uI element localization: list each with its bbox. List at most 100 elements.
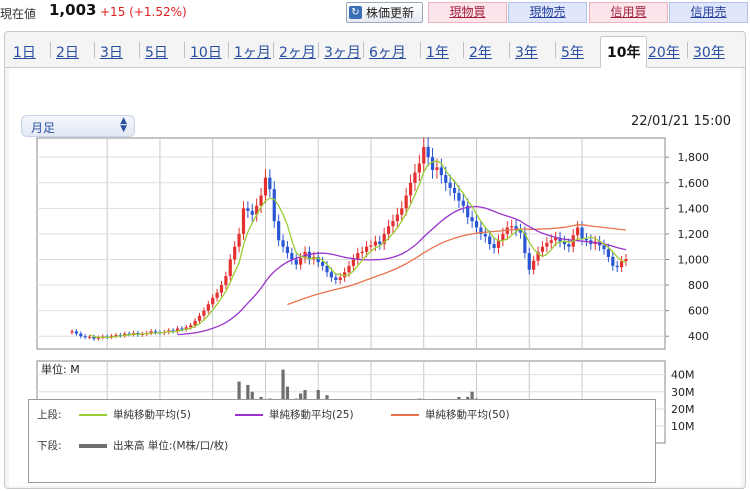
tab-3日[interactable]: 3日	[100, 45, 123, 61]
candlestick	[224, 271, 228, 290]
candlestick	[391, 214, 395, 233]
candlestick	[92, 334, 96, 341]
tab-separator	[363, 42, 364, 58]
candlestick	[549, 234, 553, 249]
tab-5日[interactable]: 5日	[145, 45, 168, 61]
candle-body	[501, 233, 505, 241]
candle-body	[237, 233, 241, 247]
candlestick	[272, 181, 276, 228]
candlestick	[197, 312, 202, 324]
candle-body	[343, 272, 347, 278]
candle-body	[624, 259, 628, 262]
candle-body	[413, 172, 417, 183]
candle-body	[92, 336, 96, 339]
tab-separator	[94, 42, 95, 58]
candlestick	[514, 219, 518, 237]
candle-body	[268, 177, 272, 190]
candlestick	[321, 257, 325, 271]
margin-buy-button[interactable]: 信用買	[589, 2, 668, 23]
spot-sell-label: 現物売	[529, 5, 566, 19]
candle-body	[466, 205, 470, 218]
tab-separator	[318, 42, 319, 58]
candle-body	[615, 265, 619, 268]
tab-1日[interactable]: 1日	[13, 45, 36, 61]
tab-separator	[273, 42, 274, 58]
candlestick	[382, 227, 386, 250]
candle-body	[329, 272, 334, 278]
price-header: 現在値 1,003 +15 (+1.52%) ↻ 株価更新 現物買 現物売 信用…	[0, 0, 750, 26]
candlestick	[457, 185, 461, 209]
margin-sell-button[interactable]: 信用売	[669, 2, 748, 23]
candle-body	[540, 246, 545, 252]
candlestick	[378, 235, 382, 250]
tab-6ヶ月[interactable]: 6ヶ月	[369, 45, 406, 61]
margin-sell-label: 信用売	[690, 5, 727, 19]
candle-body	[532, 260, 536, 270]
candle-body	[562, 241, 567, 245]
tab-separator	[50, 42, 51, 58]
tab-30年[interactable]: 30年	[693, 45, 725, 61]
candle-body	[448, 182, 452, 188]
tab-5年[interactable]: 5年	[561, 45, 584, 61]
candle-body	[281, 240, 285, 247]
candle-body	[241, 208, 246, 234]
candle-body	[184, 327, 188, 330]
candle-body	[250, 210, 254, 215]
candle-body	[558, 237, 562, 242]
candlestick	[202, 307, 206, 319]
y-tick-label: 1,600	[678, 177, 710, 190]
tab-10年[interactable]: 10年	[600, 36, 648, 68]
candlestick	[624, 253, 628, 267]
candle-body	[233, 246, 237, 260]
candlestick	[408, 174, 413, 204]
legend-upper-label: 上段:	[37, 409, 62, 421]
tab-3ヶ月[interactable]: 3ヶ月	[324, 45, 361, 61]
tab-1ヶ月[interactable]: 1ヶ月	[234, 45, 271, 61]
tab-separator	[687, 42, 688, 58]
candlestick	[70, 329, 74, 335]
tab-2ヶ月[interactable]: 2ヶ月	[279, 45, 316, 61]
candlestick	[360, 246, 364, 259]
legend-ma5-text: 単純移動平均(5)	[113, 409, 191, 421]
spot-sell-button[interactable]: 現物売	[508, 2, 587, 23]
tab-2年[interactable]: 2年	[469, 45, 492, 61]
spot-buy-button[interactable]: 現物買	[428, 2, 507, 23]
candle-body	[606, 249, 611, 257]
candlestick	[285, 241, 290, 259]
legend-ma25-line	[235, 414, 263, 416]
candle-body	[87, 336, 92, 338]
candlestick	[532, 255, 536, 275]
tab-1年[interactable]: 1年	[426, 45, 449, 61]
candlestick	[584, 233, 589, 247]
candlestick	[483, 227, 487, 243]
tab-separator	[509, 42, 510, 58]
tab-3年[interactable]: 3年	[515, 45, 538, 61]
candlestick	[404, 187, 408, 216]
candle-body	[215, 292, 219, 298]
candlestick	[268, 169, 272, 198]
candle-body	[474, 221, 479, 228]
candle-body	[580, 227, 584, 240]
candlestick	[343, 267, 347, 282]
tab-20年[interactable]: 20年	[648, 45, 680, 61]
candlestick	[369, 239, 373, 253]
candlestick	[567, 238, 571, 253]
tab-10日[interactable]: 10日	[190, 45, 222, 61]
candle-body	[277, 221, 281, 241]
period-select[interactable]: 月足 ▲ ▼	[21, 115, 135, 137]
legend-ma50-line	[391, 414, 419, 416]
margin-buy-label: 信用買	[610, 5, 647, 19]
candle-body	[202, 310, 206, 316]
candle-body	[79, 333, 83, 337]
refresh-button[interactable]: ↻ 株価更新	[346, 2, 423, 23]
candle-body	[395, 214, 399, 222]
price-change: +15 (+1.52%)	[100, 5, 187, 19]
candlestick	[79, 331, 83, 339]
candle-body	[435, 167, 439, 170]
candlestick	[435, 158, 439, 179]
legend-ma25-text: 単純移動平均(25)	[269, 409, 354, 421]
candle-body	[576, 227, 580, 236]
tab-2日[interactable]: 2日	[56, 45, 79, 61]
candle-body	[197, 315, 202, 321]
candlestick	[395, 207, 399, 228]
